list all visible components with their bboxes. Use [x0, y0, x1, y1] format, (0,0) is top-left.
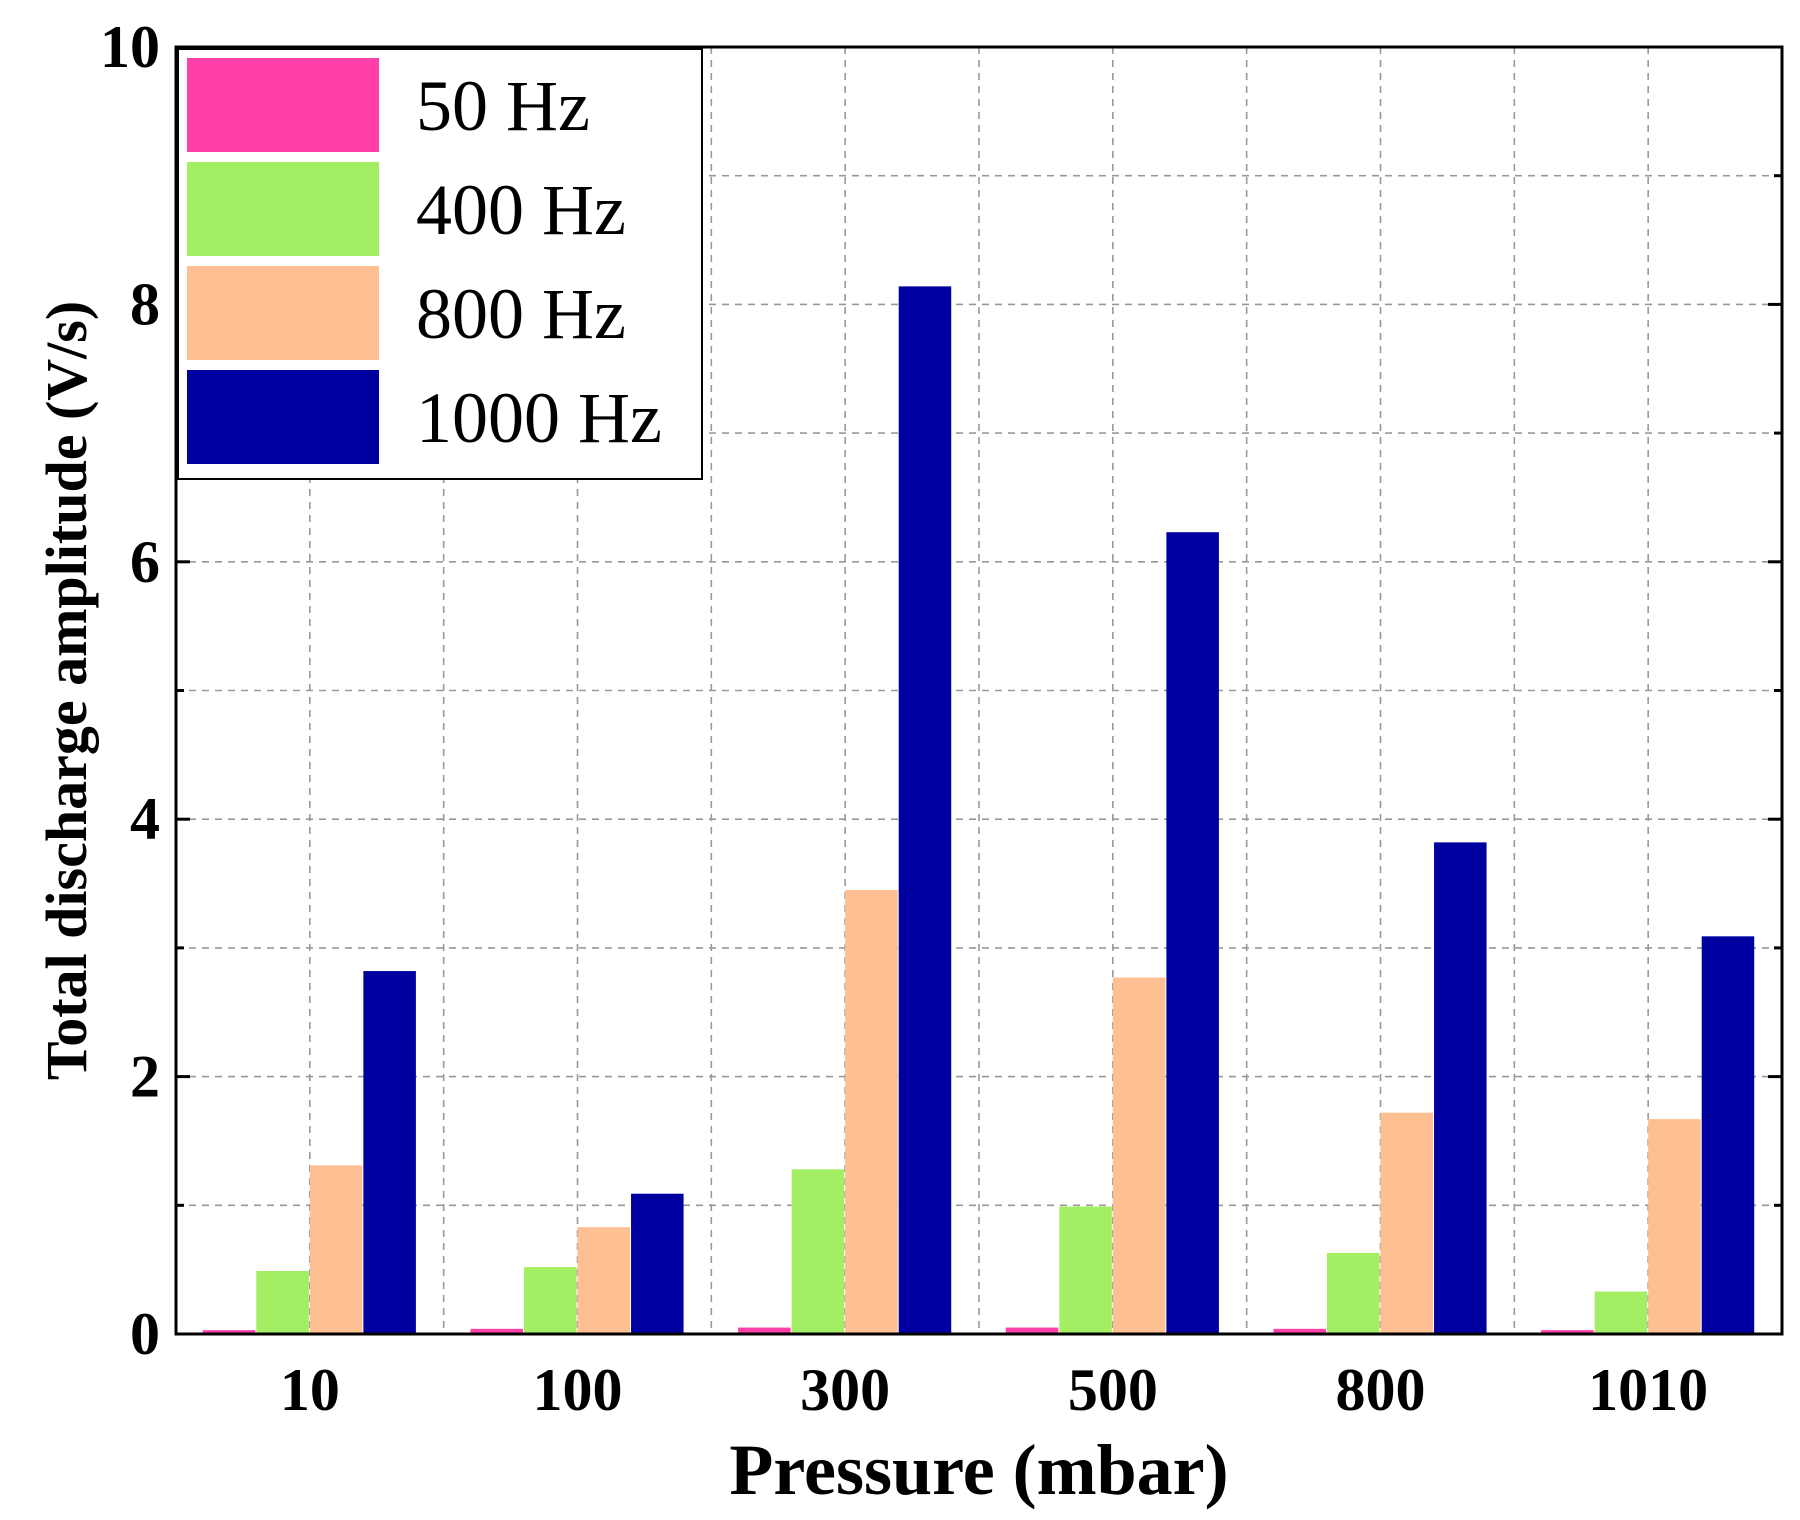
bar: [738, 1327, 791, 1334]
bar: [1112, 977, 1166, 1334]
bar: [898, 286, 952, 1335]
x-axis-title: Pressure (mbar): [729, 1430, 1228, 1510]
bar: [523, 1267, 577, 1334]
y-tick-label: 10: [100, 14, 160, 80]
legend-swatch: [187, 162, 379, 256]
legend-label: 1000 Hz: [416, 378, 662, 458]
y-tick-label: 0: [130, 1301, 160, 1367]
y-tick-label: 2: [130, 1044, 160, 1110]
y-tick-label: 4: [130, 786, 160, 852]
x-tick-label: 300: [800, 1357, 890, 1423]
bar: [1005, 1327, 1059, 1334]
bar: [1648, 1119, 1701, 1334]
bar: [1380, 1112, 1434, 1334]
legend: 50 Hz 400 Hz 800 Hz 1000 Hz: [177, 48, 703, 480]
y-tick-label: 6: [130, 529, 160, 595]
bar: [256, 1270, 309, 1334]
x-tick-label: 1010: [1588, 1357, 1708, 1423]
legend-label: 50 Hz: [416, 66, 590, 146]
bar: [1326, 1252, 1380, 1334]
x-tick-label: 800: [1336, 1357, 1426, 1423]
bar: [1273, 1328, 1326, 1334]
x-tick-label: 10: [280, 1357, 340, 1423]
legend-label: 400 Hz: [416, 170, 626, 250]
x-tick-label: 500: [1068, 1357, 1158, 1423]
bar: [1166, 532, 1219, 1334]
y-tick-label: 8: [130, 271, 160, 337]
bar: [202, 1330, 256, 1334]
x-tick-labels: 10 100 300 500 800 1010: [280, 1357, 1708, 1423]
y-axis-title: Total discharge amplitude (V/s): [34, 301, 99, 1080]
x-tick-label: 100: [533, 1357, 623, 1423]
legend-swatch: [187, 370, 379, 464]
bar: [1594, 1291, 1648, 1334]
bar: [363, 971, 416, 1334]
bar: [845, 889, 898, 1334]
bar: [1701, 936, 1755, 1334]
bar: [470, 1328, 523, 1334]
bar: [309, 1165, 363, 1334]
bars: [202, 286, 1755, 1335]
legend-swatch: [187, 58, 379, 152]
bar: [1541, 1330, 1594, 1334]
y-tick-labels: 0 2 4 6 8 10: [100, 14, 160, 1367]
axis-ticks: [176, 45, 1782, 1336]
legend-swatch: [187, 266, 379, 360]
bar: [1059, 1206, 1112, 1334]
bar: [791, 1169, 845, 1334]
bar: [1434, 842, 1487, 1334]
bar: [577, 1227, 631, 1334]
legend-label: 800 Hz: [416, 274, 626, 354]
bar: [631, 1193, 684, 1334]
